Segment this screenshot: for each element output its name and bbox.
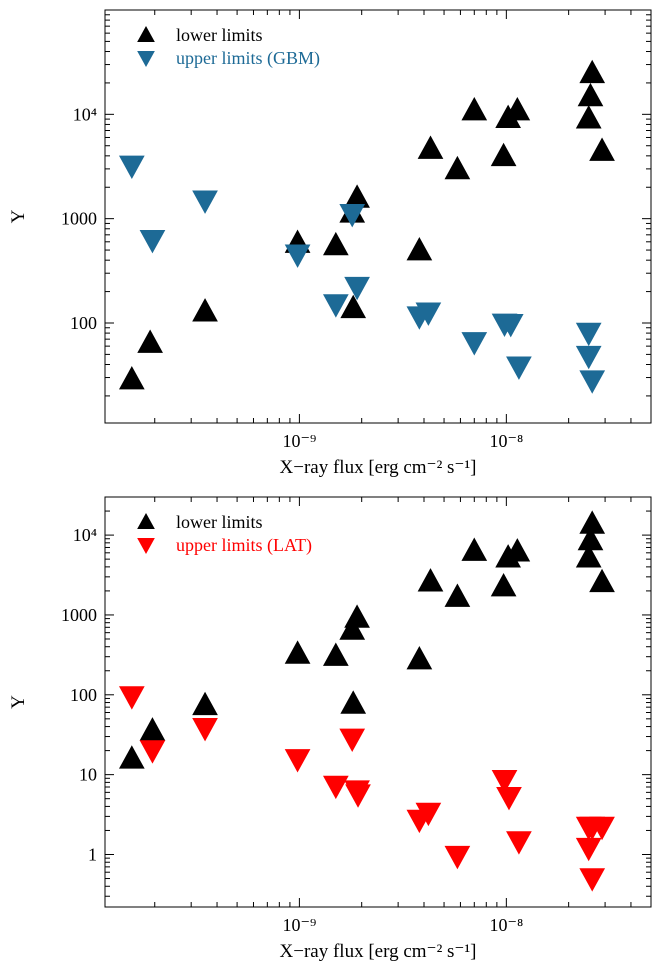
upper-limit-marker xyxy=(415,802,442,827)
legend-marker xyxy=(137,537,155,555)
upper-limit-marker xyxy=(345,784,371,808)
y-axis-label: Y xyxy=(8,209,29,223)
upper-limit-marker xyxy=(575,837,602,862)
lower-limit-marker xyxy=(118,745,145,769)
upper-limit-marker xyxy=(579,370,606,394)
lower-limit-marker xyxy=(577,82,604,107)
x-tick-label: 10⁻⁸ xyxy=(489,915,523,935)
lower-limit-marker xyxy=(579,59,606,84)
series-upper-limits xyxy=(118,155,606,394)
upper-limit-marker xyxy=(284,244,311,268)
legend-marker xyxy=(137,512,155,530)
upper-limit-marker xyxy=(579,816,606,841)
upper-limit-marker xyxy=(575,345,602,370)
upper-limit-marker xyxy=(118,155,145,179)
upper-limit-marker xyxy=(322,775,349,800)
lower-limit-marker xyxy=(284,640,311,664)
legend-label: lower limits xyxy=(176,512,263,532)
plot-frame xyxy=(104,496,652,908)
plot-frame xyxy=(104,9,652,424)
upper-limit-marker xyxy=(192,190,218,214)
upper-limit-marker xyxy=(118,686,145,710)
lower-limit-marker xyxy=(575,105,602,129)
legend-label: lower limits xyxy=(176,25,263,45)
upper-limit-marker xyxy=(139,740,166,764)
chart-panel-bottom: 10⁻⁹ 10⁻⁸ 1 10 100 1000 10⁴ X−ray flux [erg cm⁻… xyxy=(8,496,652,962)
lower-limit-marker xyxy=(322,231,349,256)
upper-limit-marker xyxy=(491,769,518,794)
upper-limit-marker xyxy=(575,322,602,347)
y-tick-label: 10 xyxy=(79,765,97,785)
legend: lower limits upper limits (LAT) xyxy=(137,512,312,556)
series-lower-limits xyxy=(118,510,615,769)
y-tick-label: 10⁴ xyxy=(73,104,97,124)
upper-limit-marker xyxy=(339,728,366,752)
legend-marker xyxy=(137,50,155,68)
x-tick-label: 10⁻⁹ xyxy=(283,915,317,935)
upper-limit-marker xyxy=(579,868,606,892)
y-tick-label: 1000 xyxy=(61,209,97,229)
upper-limit-marker xyxy=(497,314,524,338)
upper-limit-marker xyxy=(192,718,218,742)
upper-limit-marker xyxy=(506,831,532,855)
legend-label: upper limits (GBM) xyxy=(176,48,320,69)
upper-limit-marker xyxy=(415,302,442,326)
y-tick-label: 1 xyxy=(88,844,97,864)
lower-limit-marker xyxy=(444,155,471,180)
lower-limit-marker xyxy=(406,237,433,261)
lower-limit-marker xyxy=(192,298,218,322)
x-axis-label: X−ray flux [erg cm⁻² s⁻¹] xyxy=(280,457,477,478)
lower-limit-marker xyxy=(417,568,444,592)
chart-panel-top: 10⁻⁹ 10⁻⁸ 100 1000 10⁴ X−ray flux [erg cm⁻² s… xyxy=(8,9,652,478)
lower-limit-marker xyxy=(490,142,517,167)
upper-limit-marker xyxy=(284,749,311,773)
x-axis-label: X−ray flux [erg cm⁻² s⁻¹] xyxy=(280,941,477,962)
lower-limit-marker xyxy=(340,294,367,319)
y-tick-label: 100 xyxy=(70,313,97,333)
upper-limit-marker xyxy=(461,332,488,356)
y-tick-label: 100 xyxy=(70,685,97,705)
x-tick-label: 10⁻⁸ xyxy=(489,431,523,451)
y-tick-label: 10⁴ xyxy=(73,525,97,545)
lower-limit-marker xyxy=(504,538,531,562)
lower-limit-marker xyxy=(339,616,366,640)
upper-limit-marker xyxy=(506,356,532,380)
legend: lower limits upper limits (GBM) xyxy=(137,25,320,69)
upper-limit-marker xyxy=(339,204,366,228)
lower-limit-marker xyxy=(192,691,218,716)
series-lower-limits xyxy=(118,59,615,390)
legend-marker xyxy=(137,25,155,43)
lower-limit-marker xyxy=(490,573,517,597)
lower-limit-marker xyxy=(139,717,166,741)
y-tick-label: 1000 xyxy=(61,605,97,625)
upper-limit-marker xyxy=(139,229,166,254)
upper-limit-marker xyxy=(496,786,522,811)
lower-limit-marker xyxy=(589,137,615,161)
lower-limit-marker xyxy=(575,544,602,568)
lower-limit-marker xyxy=(504,96,531,121)
lower-limit-marker xyxy=(444,583,471,607)
lower-limit-marker xyxy=(344,184,370,208)
y-axis-label: Y xyxy=(8,695,29,709)
legend-label: upper limits (LAT) xyxy=(176,535,312,556)
x-tick-label: 10⁻⁹ xyxy=(283,431,317,451)
lower-limit-marker xyxy=(417,135,444,159)
lower-limit-marker xyxy=(579,510,606,534)
lower-limit-marker xyxy=(589,568,615,593)
upper-limit-marker xyxy=(344,276,370,301)
lower-limit-marker xyxy=(406,646,433,670)
lower-limit-marker xyxy=(344,604,370,628)
upper-limit-marker xyxy=(322,294,349,318)
lower-limit-marker xyxy=(461,537,488,561)
lower-limit-marker xyxy=(118,366,145,390)
lower-limit-marker xyxy=(322,642,349,666)
lower-limit-marker xyxy=(340,690,367,714)
lower-limit-marker xyxy=(577,526,604,551)
upper-limit-marker xyxy=(444,845,471,870)
lower-limit-marker xyxy=(137,329,163,353)
series-upper-limits xyxy=(118,686,615,892)
lower-limit-marker xyxy=(461,96,488,121)
